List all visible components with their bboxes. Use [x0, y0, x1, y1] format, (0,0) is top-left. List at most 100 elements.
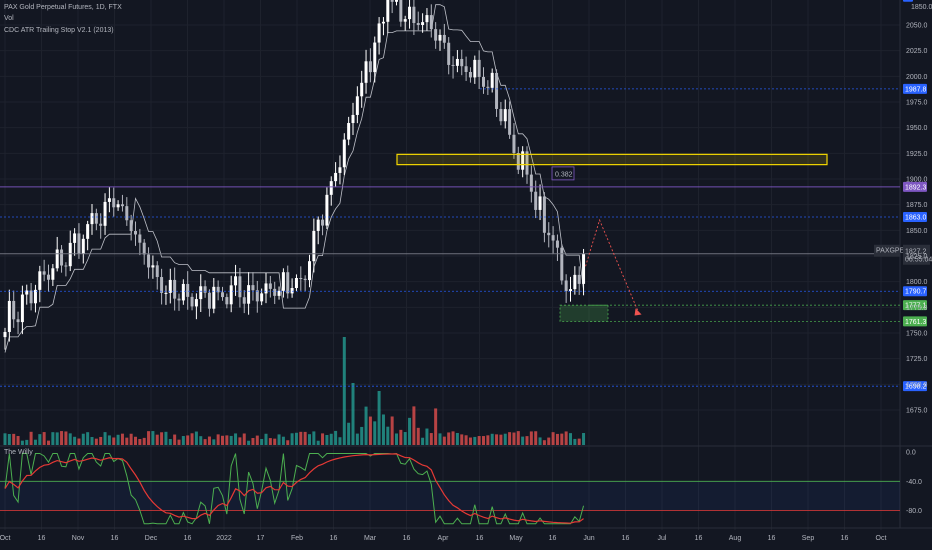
- willy-oscillator-pane[interactable]: [0, 452, 900, 525]
- candle-body: [160, 277, 164, 293]
- symbol-tag-text: PAXGPERP: [876, 248, 914, 255]
- time-tick-label: Sep: [802, 535, 815, 542]
- candle-body: [534, 191, 538, 210]
- candle-body: [242, 297, 246, 304]
- projection-arrow: [585, 218, 639, 313]
- time-tick-label: 16: [38, 535, 46, 542]
- candle-body: [490, 72, 494, 88]
- willy-indicator-label[interactable]: The Willy: [4, 449, 33, 456]
- price-tick-label: 1975.0: [906, 100, 928, 107]
- atr-indicator-label[interactable]: CDC ATR Trailing Stop V2.1 (2013): [4, 27, 114, 34]
- price-candles[interactable]: [3, 0, 586, 350]
- candle-body: [281, 272, 285, 291]
- price-level-tag-text: 1892.3: [905, 184, 927, 191]
- trailing-stop-path: [4, 4, 584, 353]
- candle-body: [90, 213, 94, 225]
- price-level-tag-text: 1863.0: [905, 214, 927, 221]
- candle-body: [555, 240, 559, 248]
- target-zone-box: [559, 304, 609, 322]
- price-tick-label: 1700.0: [906, 382, 928, 389]
- volume-bar: [264, 433, 268, 445]
- volume-bar: [334, 430, 338, 445]
- candle-body: [377, 23, 381, 43]
- time-tick-label: Aug: [729, 535, 742, 542]
- candle-body: [86, 224, 90, 239]
- candle-body: [477, 59, 481, 77]
- candle-body: [3, 331, 7, 338]
- candle-body: [107, 198, 111, 202]
- candle-body: [255, 290, 259, 302]
- supply-zone-box: [396, 153, 828, 166]
- candle-body: [468, 72, 472, 78]
- price-tick-label: 1800.0: [906, 279, 928, 286]
- symbol-title[interactable]: PAX Gold Perpetual Futures, 1D, FTX: [4, 4, 122, 11]
- volume-bar: [42, 432, 46, 445]
- volume-bar: [134, 436, 137, 445]
- time-tick-label: 16: [184, 535, 192, 542]
- volume-bar: [555, 433, 559, 445]
- candle-body: [355, 96, 359, 115]
- volume-bar: [399, 429, 403, 445]
- horizontal-levels[interactable]: 2 1987.8 1892.3 1863.0 1790.7 1777.1 1761.3 169…: [0, 0, 927, 392]
- price-level-tag-text: 2: [905, 0, 909, 1]
- volume-bar: [408, 417, 412, 445]
- candle-body: [194, 299, 198, 307]
- volume-bar: [260, 438, 264, 445]
- volume-bar: [242, 433, 246, 445]
- volume-bar: [207, 436, 211, 445]
- price-level-tag: [903, 0, 913, 2]
- candle-body: [151, 265, 155, 268]
- candle-body: [190, 296, 194, 307]
- candle-body: [538, 196, 542, 210]
- candle-body: [103, 201, 107, 226]
- volume-bar: [525, 436, 529, 445]
- candle-body: [64, 265, 68, 267]
- candle-body: [60, 249, 64, 266]
- price-level-tag: [903, 286, 927, 297]
- price-tick-label: 2025.0: [906, 48, 928, 55]
- candle-body: [238, 276, 242, 298]
- volume-bar: [73, 436, 77, 445]
- volume-bar: [421, 437, 425, 445]
- price-tick-label: 1825.0: [906, 254, 928, 261]
- volume-bar: [564, 431, 568, 445]
- volume-bar: [495, 434, 499, 445]
- candle-body: [294, 277, 298, 288]
- candle-body: [120, 204, 124, 207]
- time-tick-label: Oct: [876, 535, 887, 542]
- volume-bar: [477, 436, 481, 445]
- candle-body: [347, 123, 351, 140]
- price-tick-label: 1875.0: [906, 202, 928, 209]
- time-tick-label: Apr: [438, 535, 450, 542]
- volume-bar: [33, 439, 37, 445]
- price-level-tag: [903, 300, 927, 311]
- candle-body: [112, 198, 116, 208]
- candle-body: [177, 298, 181, 301]
- volume-bar: [212, 439, 216, 445]
- candle-body: [351, 114, 355, 124]
- last-price-tag: [903, 244, 930, 265]
- volume-bar: [94, 438, 98, 445]
- candle-body: [277, 290, 281, 296]
- volume-bar: [251, 438, 255, 445]
- atr-trailing-stop-line: [4, 4, 584, 353]
- volume-bar: [116, 434, 120, 445]
- volume-bar: [551, 432, 555, 445]
- candle-body: [486, 86, 490, 88]
- time-tick-label: 16: [111, 535, 119, 542]
- candle-body: [73, 233, 77, 243]
- candle-body: [451, 64, 455, 66]
- volume-bar: [47, 440, 50, 445]
- candle-body: [116, 204, 120, 208]
- volume-bar: [203, 439, 207, 445]
- volume-bar: [486, 435, 490, 445]
- candle-body: [582, 253, 586, 284]
- candle-body: [290, 287, 294, 294]
- candle-body: [403, 19, 407, 22]
- volume-indicator-label[interactable]: Vol: [4, 15, 14, 22]
- volume-bar: [112, 437, 116, 445]
- volume-bar: [368, 416, 372, 445]
- volume-bar: [364, 406, 368, 445]
